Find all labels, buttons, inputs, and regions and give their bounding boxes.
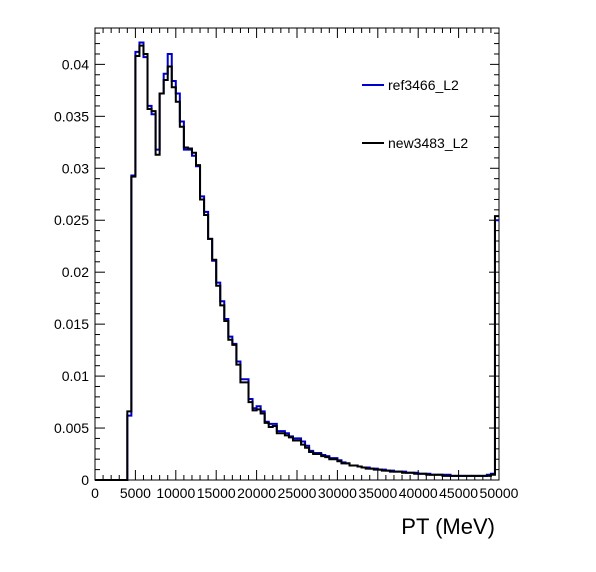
series-group — [95, 41, 499, 481]
y-tick-label: 0.04 — [62, 56, 89, 72]
y-tick-label: 0.01 — [62, 368, 89, 384]
x-tick-label: 10000 — [156, 485, 195, 501]
legend-box — [355, 56, 490, 172]
legend: ref3466_L2 new3483_L2 — [355, 56, 490, 172]
x-tick-label: 5000 — [120, 485, 151, 501]
y-tick-label: 0.02 — [62, 264, 89, 280]
x-tick-label: 25000 — [278, 485, 317, 501]
x-tick-label: 35000 — [358, 485, 397, 501]
series-new3483-line — [95, 44, 499, 481]
x-tick-label: 20000 — [237, 485, 276, 501]
y-tick-label: 0.035 — [54, 108, 89, 124]
y-tick-label: 0.015 — [54, 316, 89, 332]
x-axis-title: PT (MeV) — [401, 514, 495, 539]
x-tick-label: 50000 — [480, 485, 519, 501]
y-tick-label: 0.005 — [54, 420, 89, 436]
axis-ticks: 0 5000 10000 15000 20000 25000 30000 35000 40000… — [54, 28, 519, 501]
legend-label-ref: ref3466_L2 — [388, 77, 459, 93]
legend-label-new: new3483_L2 — [388, 135, 468, 151]
y-tick-label: 0.03 — [62, 160, 89, 176]
y-tick-label: 0 — [81, 472, 89, 488]
x-tick-label: 30000 — [318, 485, 357, 501]
x-tick-label: 15000 — [197, 485, 236, 501]
x-tick-label: 0 — [91, 485, 99, 501]
y-tick-label: 0.025 — [54, 212, 89, 228]
x-tick-label: 40000 — [399, 485, 438, 501]
x-tick-label: 45000 — [439, 485, 478, 501]
